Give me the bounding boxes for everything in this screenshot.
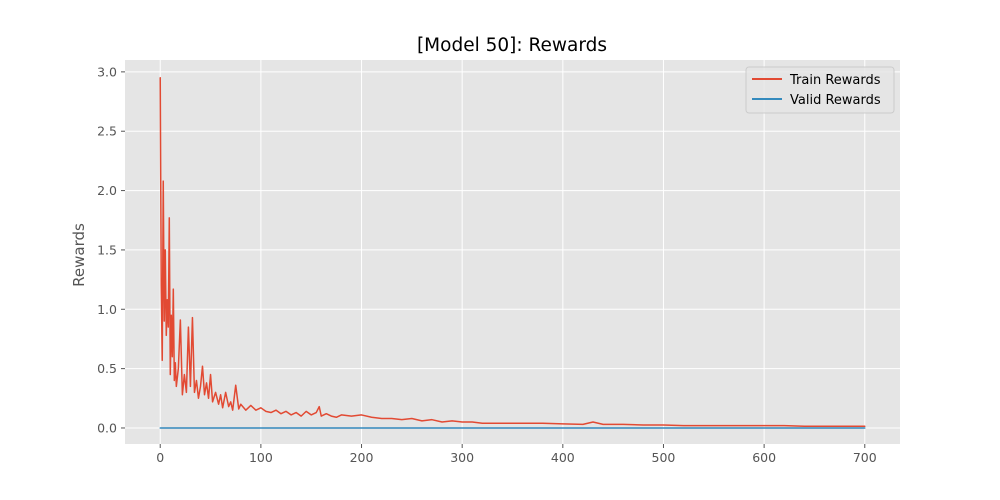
series-line-train-rewards	[159, 77, 866, 427]
y-tick-label: 3.0	[97, 64, 117, 79]
x-tick-label: 300	[450, 450, 474, 465]
y-axis-ticks: 0.0 0.5 1.0 1.5 2.0 2.5 3.0	[97, 64, 125, 435]
y-tick-label: 0.0	[97, 420, 117, 435]
y-tick-label: 1.5	[97, 242, 117, 257]
series-lines	[159, 77, 866, 429]
y-tick-label: 1.0	[97, 302, 117, 317]
y-axis-label: Rewards	[70, 223, 88, 287]
y-tick-label: 2.5	[97, 124, 117, 139]
plot-area	[125, 60, 900, 444]
legend: Train Rewards Valid Rewards	[745, 66, 895, 114]
legend-box	[745, 66, 895, 114]
x-axis-ticks: 0 100 200 300 400 500 600 700	[156, 444, 877, 465]
legend-label-valid-rewards: Valid Rewards	[790, 93, 881, 108]
chart-title: [Model 50]: Rewards	[417, 35, 607, 56]
x-tick-label: 700	[853, 450, 877, 465]
y-tick-label: 0.5	[97, 361, 117, 376]
legend-label-train-rewards: Train Rewards	[789, 73, 881, 88]
x-tick-label: 100	[249, 450, 273, 465]
x-tick-label: 0	[156, 450, 164, 465]
y-tick-label: 2.0	[97, 183, 117, 198]
x-tick-label: 500	[652, 450, 676, 465]
x-tick-label: 600	[752, 450, 776, 465]
x-tick-label: 400	[551, 450, 575, 465]
x-tick-label: 200	[350, 450, 374, 465]
